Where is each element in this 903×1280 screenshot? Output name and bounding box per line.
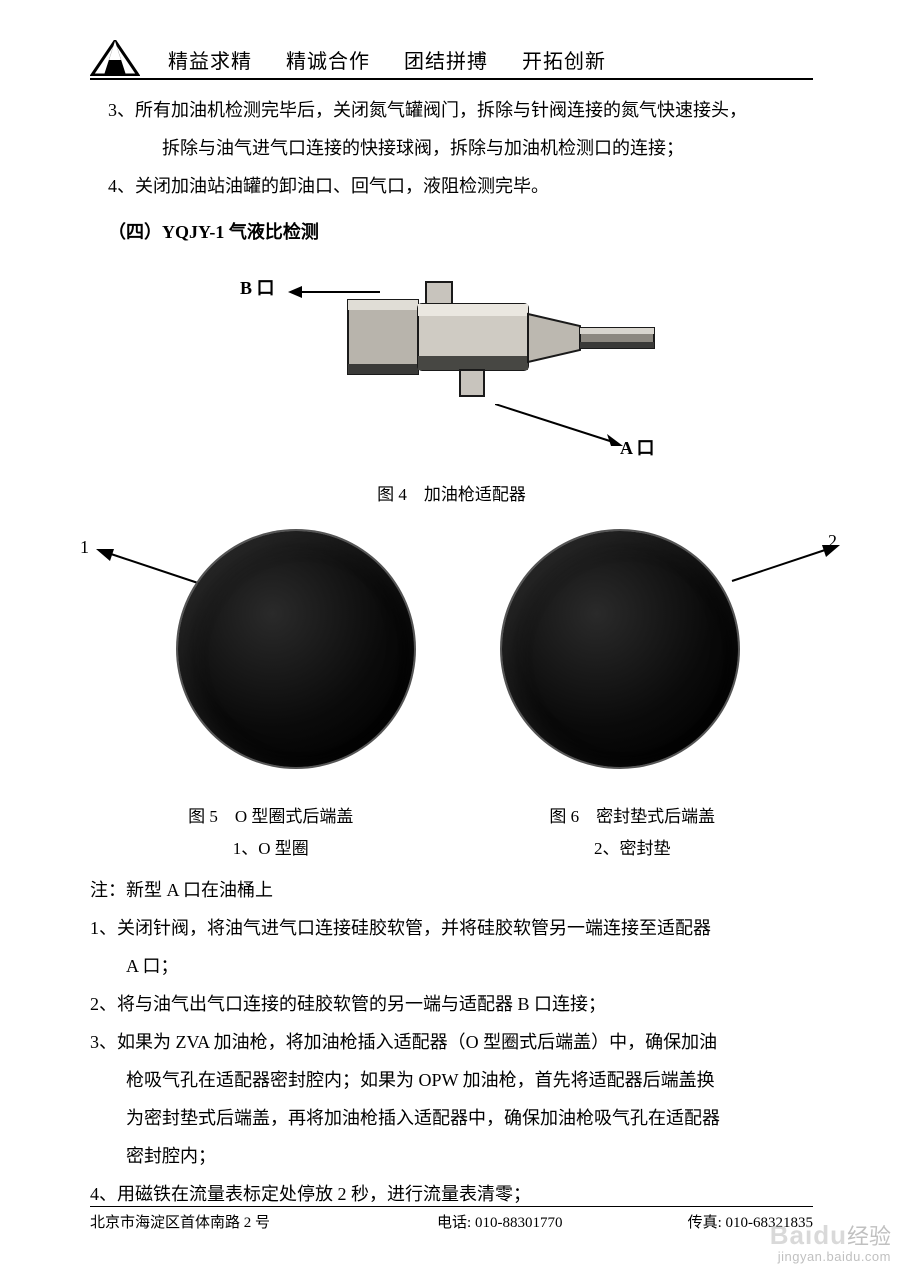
fig5-caption-col: 图 5 O 型圈式后端盖 1、O 型圈 — [90, 801, 452, 866]
footer-phone: 电话: 010-88301770 — [437, 1211, 562, 1232]
fig4-adapter-icon — [340, 274, 660, 414]
note: 注：新型 A 口在油桶上 — [90, 872, 813, 908]
fig6-num2: 2 — [828, 531, 837, 552]
document-page: 精益求精 精诚合作 团结拼搏 开拓创新 3、所有加油机检测完毕后，关闭氮气罐阀门… — [0, 0, 903, 1280]
fig6-caption: 图 6 密封垫式后端盖 — [452, 801, 814, 833]
page-header: 精益求精 精诚合作 团结拼搏 开拓创新 — [90, 40, 813, 80]
section-title: （四）YQJY-1 气液比检测 — [108, 218, 813, 244]
fig4-label-a: A 口 — [620, 434, 655, 460]
fig4-label-b: B 口 — [240, 274, 275, 300]
fig4-caption: 图 4 加油枪适配器 — [90, 480, 813, 505]
fig5-caption: 图 5 O 型圈式后端盖 — [90, 801, 452, 833]
fig4-arrow-a-icon — [495, 404, 625, 448]
fig5-arrow1-icon — [96, 549, 206, 589]
fig5-sub: 1、O 型圈 — [90, 833, 452, 865]
step1-line2: A 口； — [90, 948, 813, 984]
motto-3: 团结拼搏 — [404, 45, 488, 74]
page-footer: 北京市海淀区首体南路 2 号 电话: 010-88301770 传真: 010-… — [90, 1206, 813, 1232]
motto-1: 精益求精 — [168, 45, 252, 74]
watermark-brand-cn: 经验 — [847, 1224, 891, 1249]
motto-2: 精诚合作 — [286, 45, 370, 74]
footer-fax: 传真: 010-68321835 — [688, 1211, 813, 1232]
fig5-num1: 1 — [80, 537, 89, 558]
top-paragraph-block: 3、所有加油机检测完毕后，关闭氮气罐阀门，拆除与针阀连接的氮气快速接头， 拆除与… — [90, 92, 813, 204]
step3-line2: 枪吸气孔在适配器密封腔内；如果为 OPW 加油枪，首先将适配器后端盖换 — [90, 1062, 813, 1098]
step2: 2、将与油气出气口连接的硅胶软管的另一端与适配器 B 口连接； — [90, 986, 813, 1022]
figure-5-6: 1 2 — [90, 527, 813, 797]
fig6-arrow2-icon — [730, 545, 840, 585]
fig56-captions: 图 5 O 型圈式后端盖 1、O 型圈 图 6 密封垫式后端盖 2、密封垫 — [90, 801, 813, 866]
para-3-line1: 3、所有加油机检测完毕后，关闭氮气罐阀门，拆除与针阀连接的氮气快速接头， — [108, 92, 813, 128]
step3-line4: 密封腔内； — [90, 1138, 813, 1174]
figure-4: B 口 A 口 — [90, 254, 813, 474]
motto-4: 开拓创新 — [522, 45, 606, 74]
watermark-url: jingyan.baidu.com — [770, 1250, 891, 1264]
para-4: 4、关闭加油站油罐的卸油口、回气口，液阻检测完毕。 — [108, 168, 813, 204]
steps-block: 注：新型 A 口在油桶上 1、关闭针阀，将油气进气口连接硅胶软管，并将硅胶软管另… — [90, 872, 813, 1212]
fig6-sub: 2、密封垫 — [452, 833, 814, 865]
company-logo-icon — [90, 40, 140, 76]
para-3-line2: 拆除与油气进气口连接的快接球阀，拆除与加油机检测口的连接； — [108, 130, 813, 166]
fig6-caption-col: 图 6 密封垫式后端盖 2、密封垫 — [452, 801, 814, 866]
footer-address: 北京市海淀区首体南路 2 号 — [90, 1211, 270, 1232]
step1-line1: 1、关闭针阀，将油气进气口连接硅胶软管，并将硅胶软管另一端连接至适配器 — [90, 910, 813, 946]
step3-line1: 3、如果为 ZVA 加油枪，将加油枪插入适配器（O 型圈式后端盖）中，确保加油 — [90, 1024, 813, 1060]
fig6-disk-icon — [502, 531, 738, 767]
fig5-disk-icon — [178, 531, 414, 767]
step3-line3: 为密封垫式后端盖，再将加油枪插入适配器中，确保加油枪吸气孔在适配器 — [90, 1100, 813, 1136]
header-motto: 精益求精 精诚合作 团结拼搏 开拓创新 — [168, 45, 606, 76]
